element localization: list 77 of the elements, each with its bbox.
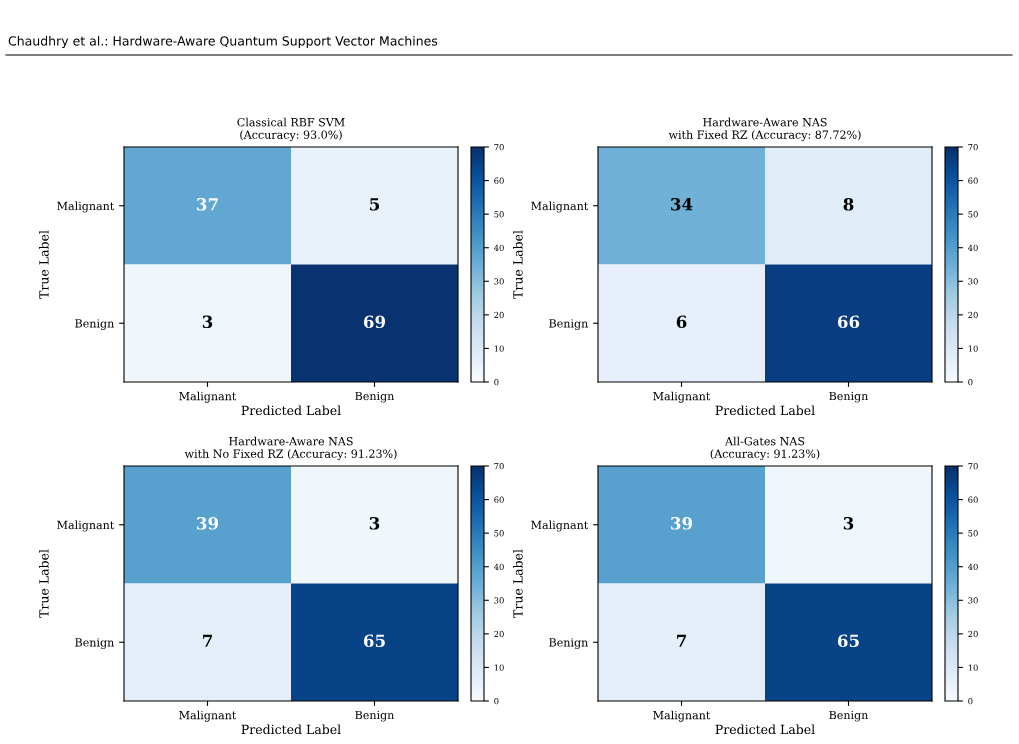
- y-axis-title: True Label: [513, 549, 523, 618]
- data-label: 65: [363, 634, 385, 648]
- y-tick-label: Malignant: [57, 520, 115, 532]
- data-label: 6: [676, 315, 687, 329]
- color-bar-label: 0: [968, 378, 973, 386]
- data-label: 7: [677, 634, 686, 647]
- y-tick-label: Malignant: [57, 201, 115, 213]
- data-label: 8: [843, 197, 854, 211]
- chart-title: Classical RBF SVM (Accuracy: 93.0%): [237, 117, 345, 142]
- color-bar-label: 40: [967, 244, 978, 251]
- color-bar-label: 10: [494, 664, 504, 671]
- y-tick-label: Benign: [75, 638, 114, 649]
- color-bar-label: 10: [494, 345, 504, 352]
- x-tick-label: Benign: [355, 710, 395, 722]
- data-label: 3: [843, 516, 854, 530]
- color-bar-label: 60: [494, 177, 504, 184]
- color-bar-label: 0: [968, 697, 973, 705]
- color-bar-label: 60: [968, 496, 978, 503]
- color-bar-label: 40: [493, 244, 504, 251]
- x-tick-label: Malignant: [179, 391, 237, 403]
- color-bar-label: 70: [494, 143, 504, 151]
- y-tick-label: Benign: [75, 319, 114, 330]
- y-tick-label: Malignant: [531, 520, 589, 532]
- color-bar-label: 60: [494, 496, 504, 503]
- data-label: 3: [202, 315, 213, 329]
- data-label: 5: [370, 198, 380, 211]
- text: Chaudhry et al.: Hardware-Aware Quantum Support Vector Machines: [8, 35, 438, 49]
- color-bar-label: 10: [968, 345, 978, 352]
- x-axis-title: Predicted Label: [715, 405, 815, 416]
- data-label: 37: [197, 197, 218, 211]
- color-bar-label: 30: [494, 278, 504, 285]
- chart-title: All-Gates NAS (Accuracy: 91.23%): [710, 436, 820, 461]
- y-tick-label: Benign: [549, 319, 588, 330]
- color-bar-label: 30: [968, 597, 978, 604]
- color-bar-label: 0: [494, 697, 499, 705]
- color-bar-label: 40: [967, 563, 978, 570]
- chart-title: Hardware-Aware NAS with No Fixed RZ (Accuracy: 91.23%): [184, 436, 397, 461]
- x-tick-label: Malignant: [653, 391, 711, 403]
- color-bar-label: 30: [968, 278, 978, 285]
- x-axis-title: Predicted Label: [241, 405, 341, 416]
- data-label: 69: [363, 315, 386, 329]
- color-bar-label: 20: [494, 311, 504, 319]
- data-label: 34: [671, 197, 693, 211]
- color-bar-label: 70: [494, 462, 504, 470]
- x-tick-label: Benign: [355, 391, 395, 403]
- color-bar-label: 60: [968, 177, 978, 184]
- color-bar-label: 20: [494, 630, 504, 638]
- color-bar-label: 0: [494, 378, 499, 386]
- data-label: 39: [197, 516, 219, 530]
- color-bar-label: 20: [968, 630, 978, 638]
- y-axis-title: True Label: [39, 230, 49, 299]
- color-bar-label: 50: [968, 211, 978, 218]
- color-bar-label: 30: [494, 597, 504, 604]
- data-label: 66: [837, 315, 860, 329]
- color-bar-label: 10: [968, 664, 978, 671]
- chart-title: Hardware-Aware NAS with Fixed RZ (Accuracy: 87.72%): [668, 117, 861, 142]
- data-label: 3: [369, 516, 380, 530]
- color-bar-label: 70: [968, 462, 978, 470]
- x-tick-label: Malignant: [179, 710, 237, 722]
- y-axis-title: True Label: [513, 230, 523, 299]
- color-bar-label: 50: [494, 211, 504, 218]
- x-tick-label: Malignant: [653, 710, 711, 722]
- color-bar-label: 70: [968, 143, 978, 151]
- x-tick-label: Benign: [829, 391, 869, 403]
- y-tick-label: Malignant: [531, 201, 589, 213]
- x-axis-title: Predicted Label: [241, 724, 341, 735]
- color-bar-label: 20: [968, 311, 978, 319]
- x-axis-title: Predicted Label: [715, 724, 815, 735]
- color-bar-label: 50: [968, 530, 978, 537]
- data-label: 7: [203, 634, 212, 647]
- color-bar-label: 50: [494, 530, 504, 537]
- data-label: 39: [671, 516, 693, 530]
- data-label: 65: [837, 634, 859, 648]
- color-bar-label: 40: [493, 563, 504, 570]
- y-tick-label: Benign: [549, 638, 588, 649]
- y-axis-title: True Label: [39, 549, 49, 618]
- x-tick-label: Benign: [829, 710, 869, 722]
